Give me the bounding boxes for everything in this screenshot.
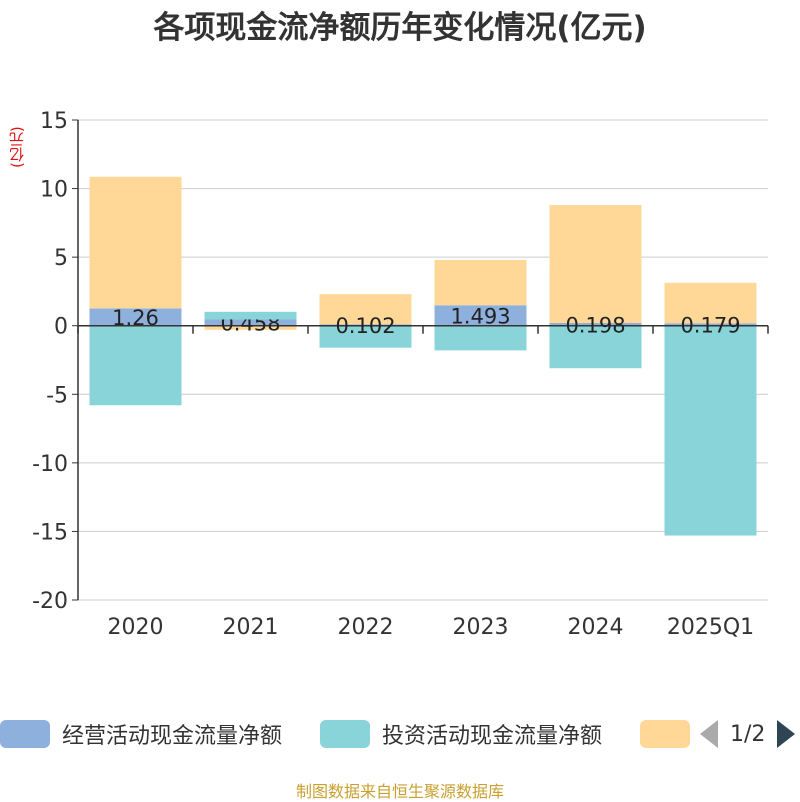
legend-swatch-financing xyxy=(640,720,690,748)
data-label-2023: 1.493 xyxy=(450,304,510,328)
y-tick-label: 5 xyxy=(54,246,68,271)
bar-series2-2025Q1 xyxy=(664,282,757,324)
bar-series0-2023 xyxy=(434,305,527,326)
data-label-2020: 1.26 xyxy=(112,306,159,330)
bar-series1-2025Q1 xyxy=(664,325,757,536)
y-tick-label: -10 xyxy=(32,452,68,477)
y-tick-label: 10 xyxy=(40,178,68,203)
data-label-2025Q1: 0.179 xyxy=(680,313,740,337)
bar-series1-2020 xyxy=(89,325,182,406)
data-label-2022: 0.102 xyxy=(335,314,395,338)
bar-series0-2024 xyxy=(549,322,642,326)
bar-series2-2022 xyxy=(319,294,412,325)
bar-series2-2024 xyxy=(549,205,642,323)
x-tick-label: 2024 xyxy=(568,615,624,640)
legend-page-number: 1/2 xyxy=(730,721,766,747)
data-source-note: 制图数据来自恒生聚源数据库 xyxy=(295,782,504,801)
chart-title: 各项现金流净额历年变化情况(亿元) xyxy=(153,10,647,46)
legend-pager: 1/2 xyxy=(700,714,796,754)
legend-swatch-operating xyxy=(0,720,50,748)
y-tick-label: -15 xyxy=(32,520,68,545)
legend-prev-page-icon[interactable] xyxy=(700,720,718,748)
x-tick-label: 2023 xyxy=(453,615,509,640)
legend-next-page-icon[interactable] xyxy=(777,720,796,748)
legend-swatch-investing xyxy=(320,720,370,748)
bar-series0-2020 xyxy=(89,308,182,326)
legend-item-investing[interactable]: 投资活动现金流量净额 xyxy=(320,714,602,754)
legend-item-operating[interactable]: 经营活动现金流量净额 xyxy=(0,714,282,754)
data-label-2024: 0.198 xyxy=(565,313,625,337)
legend-label-investing: 投资活动现金流量净额 xyxy=(382,724,603,749)
legend: 经营活动现金流量净额 投资活动现金流量净额 1/2 xyxy=(0,714,800,756)
legend-item-financing[interactable] xyxy=(640,714,690,754)
bar-series2-2023 xyxy=(434,259,527,306)
x-tick-label: 2025Q1 xyxy=(667,615,754,640)
bar-series1-2023 xyxy=(434,325,527,351)
bar-series1-2022 xyxy=(319,325,412,348)
legend-label-operating: 经营活动现金流量净额 xyxy=(62,724,283,749)
y-tick-label: -5 xyxy=(46,383,68,408)
bar-series1-2024 xyxy=(549,325,642,369)
bar-series0-2021 xyxy=(204,319,297,326)
bar-series2-2021 xyxy=(204,325,297,330)
bar-series0-2025Q1 xyxy=(664,323,757,326)
y-tick-label: 15 xyxy=(40,109,68,134)
bar-series1-overlay-2021 xyxy=(204,311,297,320)
bar-series2-2020 xyxy=(89,176,182,309)
y-tick-label: -20 xyxy=(32,589,68,614)
y-tick-label: 0 xyxy=(54,315,68,340)
x-tick-label: 2020 xyxy=(108,615,164,640)
x-tick-label: 2021 xyxy=(223,615,279,640)
x-tick-label: 2022 xyxy=(338,615,394,640)
